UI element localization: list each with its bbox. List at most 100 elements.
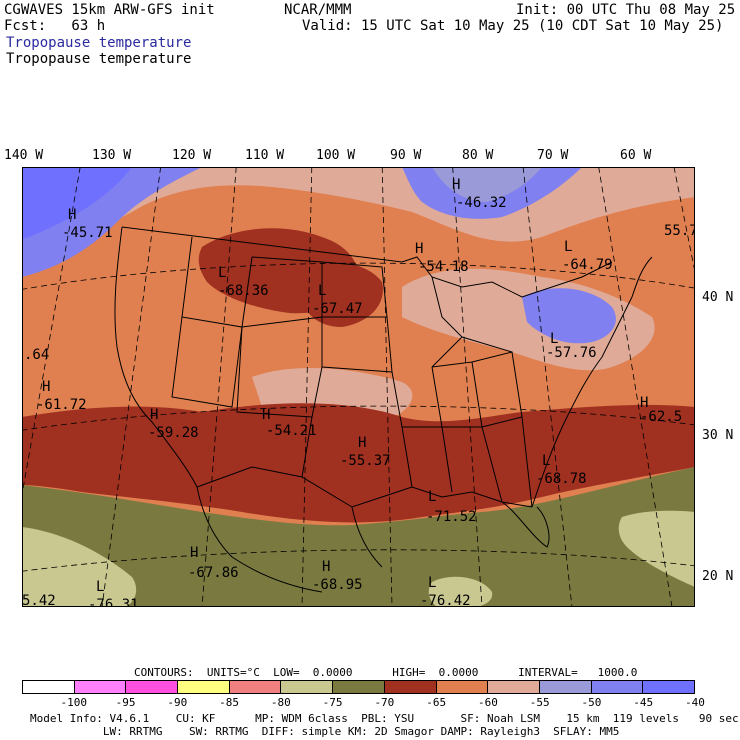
colorbar-tick-label: -80 bbox=[270, 696, 291, 709]
extremum-letter: L bbox=[318, 283, 326, 299]
extremum-letter: L bbox=[428, 489, 436, 505]
colorbar-swatch bbox=[333, 681, 385, 693]
extremum-letter: H bbox=[358, 435, 366, 451]
forecast-hour: Fcst: 63 h bbox=[4, 18, 106, 34]
shade-minus65-dakotas bbox=[300, 262, 383, 327]
model-info-line2: LW: RRTMG SW: RRTMG DIFF: simple KM: 2D … bbox=[30, 725, 620, 738]
contours-info: CONTOURS: UNITS=°C LOW= 0.0000 HIGH= 0.0… bbox=[134, 666, 638, 679]
extremum-letter: L bbox=[564, 239, 572, 255]
org-label: NCAR/MMM bbox=[284, 2, 352, 18]
lon-label: 140 W bbox=[4, 148, 44, 163]
field-title-secondary: Tropopause temperature bbox=[6, 51, 192, 67]
colorbar-swatch bbox=[539, 681, 592, 693]
extremum-value: -61.72 bbox=[36, 397, 87, 413]
extremum-value: 5.42 bbox=[22, 593, 56, 607]
valid-time: Valid: 15 UTC Sat 10 May 25 (10 CDT Sat … bbox=[302, 18, 724, 34]
colorbar-swatch bbox=[643, 681, 694, 693]
shade-minus65-south bbox=[22, 403, 695, 523]
extremum-value: -64.79 bbox=[562, 257, 613, 273]
extremum-value: -76.31 bbox=[88, 597, 139, 607]
lat-label: 40 N bbox=[702, 290, 734, 305]
extremum-value: -68.95 bbox=[312, 577, 363, 593]
extremum-letter: L bbox=[542, 453, 550, 469]
extremum-letter: H bbox=[322, 559, 330, 575]
colorbar-tick-label: -50 bbox=[581, 696, 602, 709]
extremum-letter: L bbox=[218, 265, 226, 281]
colorbar-swatch bbox=[591, 681, 644, 693]
colorbar-tick-label: °C bbox=[731, 696, 740, 709]
lon-label: 60 W bbox=[620, 148, 652, 163]
shade-minus40-northwest bbox=[22, 167, 132, 239]
colorbar-tick-label: -55 bbox=[529, 696, 550, 709]
map-frame bbox=[22, 167, 695, 607]
colorbar-tick-label: -75 bbox=[322, 696, 343, 709]
extremum-value: -71.52 bbox=[426, 509, 477, 525]
extremum-letter: H bbox=[68, 207, 76, 223]
extremum-letter: H bbox=[452, 177, 460, 193]
extremum-letter: H bbox=[262, 407, 270, 423]
extremum-letter: H bbox=[190, 545, 198, 561]
shade-minus45-northeast bbox=[522, 288, 616, 344]
extremum-value: -67.47 bbox=[312, 301, 363, 317]
extremum-value: -55.37 bbox=[340, 453, 391, 469]
colorbar-swatch bbox=[229, 681, 282, 693]
extremum-value: -62.5 bbox=[640, 409, 682, 425]
extremum-value: -59.28 bbox=[148, 425, 199, 441]
extremum-value: -54.18 bbox=[418, 259, 469, 275]
colorbar-tick-label: -85 bbox=[219, 696, 239, 709]
extremum-value: 55.7 bbox=[664, 223, 695, 239]
lat-lon-grid bbox=[22, 167, 695, 607]
shade-minus50-north bbox=[432, 167, 542, 202]
colorbar-swatch bbox=[23, 681, 75, 693]
extremum-letter: H bbox=[150, 407, 158, 423]
colorbar-swatch bbox=[178, 681, 230, 693]
extremum-letter: L bbox=[96, 579, 104, 595]
extremum-value: -54.21 bbox=[266, 423, 317, 439]
lon-label: 80 W bbox=[462, 148, 494, 163]
extremum-value: -57.76 bbox=[546, 345, 597, 361]
colorbar-tick-label: -45 bbox=[633, 696, 654, 709]
colorbar-tick-label: -60 bbox=[477, 696, 498, 709]
shade-minus75-east bbox=[618, 510, 695, 587]
model-info-line1: Model Info: V4.6.1 CU: KF MP: WDM 6class… bbox=[30, 712, 739, 725]
extremum-value: .64 bbox=[24, 347, 49, 363]
extremum-letter: H bbox=[640, 395, 648, 411]
extremum-value: -67.86 bbox=[188, 565, 239, 581]
field-title-primary: Tropopause temperature bbox=[6, 35, 192, 51]
colorbar-tick-label: -65 bbox=[426, 696, 447, 709]
extremum-letter: L bbox=[550, 331, 558, 347]
colorbar bbox=[22, 680, 695, 694]
colorbar-swatch bbox=[281, 681, 334, 693]
lon-label: 130 W bbox=[92, 148, 132, 163]
boundaries bbox=[114, 226, 653, 593]
extremum-value: -68.78 bbox=[536, 471, 587, 487]
colorbar-tick-label: -95 bbox=[115, 696, 136, 709]
extremum-value: -76.42 bbox=[420, 593, 471, 607]
model-title: CGWAVES 15km ARW-GFS init bbox=[4, 2, 215, 18]
extremum-letter: H bbox=[415, 241, 423, 257]
colorbar-tick-label: -70 bbox=[374, 696, 395, 709]
extremum-letter: L bbox=[428, 575, 436, 591]
extremum-letter: H bbox=[42, 379, 50, 395]
pressure-labels: H -45.71 L -68.36 L -67.47 H -54.18 H -4… bbox=[22, 177, 695, 607]
lon-label: 90 W bbox=[390, 148, 422, 163]
colorbar-tick-label: -100 bbox=[60, 696, 88, 709]
colorbar-swatch bbox=[126, 681, 179, 693]
map-canvas: H -45.71 L -68.36 L -67.47 H -54.18 H -4… bbox=[22, 167, 695, 607]
extremum-value: -45.71 bbox=[62, 225, 113, 241]
lon-label: 120 W bbox=[172, 148, 212, 163]
colorbar-swatch bbox=[384, 681, 437, 693]
lat-label: 20 N bbox=[702, 569, 734, 584]
colorbar-swatch bbox=[488, 681, 540, 693]
colorbar-tick-label: -40 bbox=[685, 696, 705, 709]
colorbar-tick-label: -90 bbox=[167, 696, 188, 709]
lat-label: 30 N bbox=[702, 428, 734, 443]
lon-label: 110 W bbox=[245, 148, 285, 163]
shade-minus75-west bbox=[22, 527, 137, 607]
extremum-value: -46.32 bbox=[456, 195, 507, 211]
extremum-value: -68.36 bbox=[218, 283, 269, 299]
init-time: Init: 00 UTC Thu 08 May 25 bbox=[516, 2, 736, 18]
colorbar-swatch bbox=[74, 681, 127, 693]
colorbar-swatch bbox=[436, 681, 489, 693]
shade-minus70-gulf bbox=[22, 467, 695, 607]
